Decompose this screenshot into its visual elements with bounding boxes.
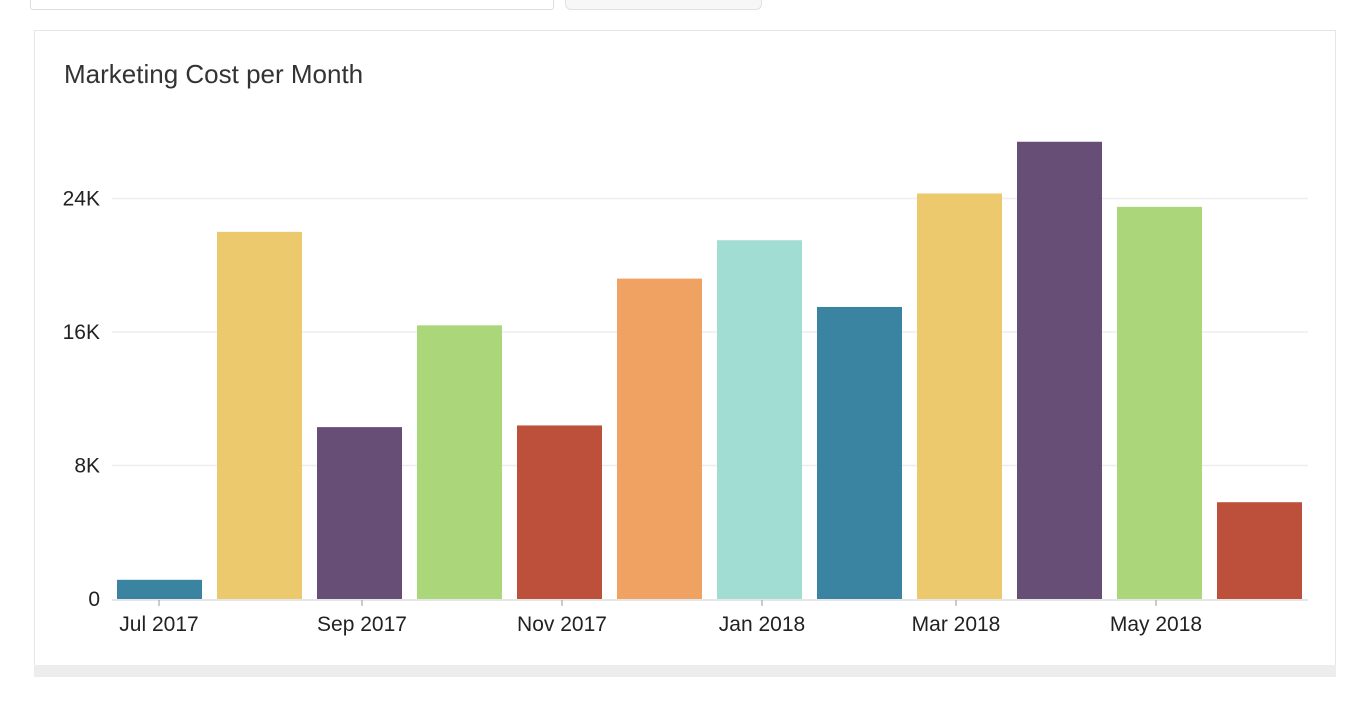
bar[interactable] bbox=[217, 231, 302, 599]
x-tick-label: Jan 2018 bbox=[719, 613, 805, 636]
filter-button[interactable] bbox=[565, 0, 762, 10]
y-tick-label: 24K bbox=[63, 188, 100, 211]
y-tick-label: 16K bbox=[63, 321, 100, 344]
bar[interactable] bbox=[117, 579, 202, 599]
y-tick-label: 8K bbox=[74, 455, 100, 478]
bars bbox=[117, 141, 1302, 599]
card-footer bbox=[34, 665, 1336, 677]
x-tick-label: Jul 2017 bbox=[119, 613, 198, 636]
bar[interactable] bbox=[1017, 141, 1102, 599]
x-tick-label: Sep 2017 bbox=[317, 613, 407, 636]
bar[interactable] bbox=[317, 427, 402, 599]
chart-title: Marketing Cost per Month bbox=[64, 59, 364, 89]
gridlines bbox=[112, 197, 1308, 467]
axes: 0 8K 16K 24K Jul 2017 Sep 2017 Nov 2017 Jan 201… bbox=[63, 188, 1308, 636]
bar[interactable] bbox=[817, 306, 902, 599]
search-input[interactable] bbox=[30, 0, 554, 10]
bar[interactable] bbox=[617, 278, 702, 599]
bar[interactable] bbox=[1117, 206, 1202, 599]
x-tick-label: Mar 2018 bbox=[912, 613, 1001, 636]
bar[interactable] bbox=[717, 240, 802, 599]
x-tick-label: May 2018 bbox=[1110, 613, 1202, 636]
y-tick-label: 0 bbox=[88, 588, 100, 611]
bar[interactable] bbox=[517, 425, 602, 599]
bar[interactable] bbox=[1217, 502, 1302, 599]
x-tick-label: Nov 2017 bbox=[517, 613, 607, 636]
bar[interactable] bbox=[417, 325, 502, 599]
bar[interactable] bbox=[917, 193, 1002, 599]
